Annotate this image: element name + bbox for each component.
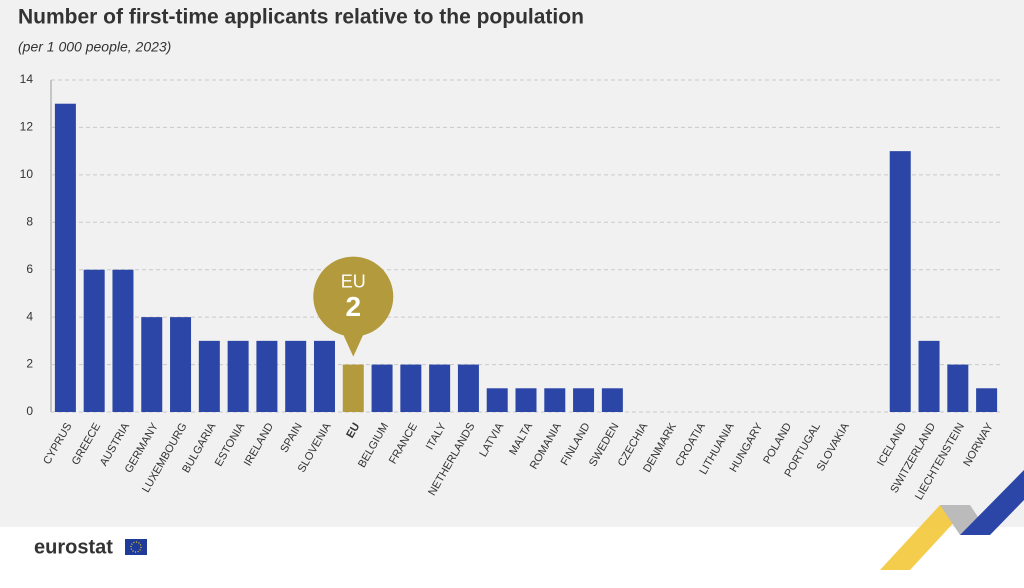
bar xyxy=(371,364,393,412)
y-tick-label: 14 xyxy=(20,72,34,86)
chart-subtitle: (per 1 000 people, 2023) xyxy=(18,39,171,55)
bar xyxy=(112,269,134,412)
bar xyxy=(256,340,278,412)
bar xyxy=(486,388,508,412)
callout-bubble xyxy=(313,256,394,337)
bar xyxy=(918,340,940,412)
bar xyxy=(889,151,911,412)
bar xyxy=(573,388,595,412)
background xyxy=(0,0,1024,527)
callout-label: EU xyxy=(341,271,366,291)
y-tick-label: 0 xyxy=(26,404,33,418)
value-label: 2 xyxy=(345,291,361,322)
bar xyxy=(170,317,192,412)
y-tick-label: 12 xyxy=(20,120,34,134)
decoration xyxy=(880,470,1024,570)
y-tick-label: 6 xyxy=(26,262,33,276)
bar xyxy=(83,269,105,412)
bar xyxy=(141,317,163,412)
bar xyxy=(976,388,998,412)
bar xyxy=(342,364,364,412)
y-tick-label: 10 xyxy=(20,167,34,181)
bar xyxy=(285,340,307,412)
bar xyxy=(601,388,623,412)
callout-bubble xyxy=(343,334,364,357)
brand: eurostat xyxy=(34,536,113,558)
bar xyxy=(457,364,479,412)
bar xyxy=(227,340,249,412)
bar xyxy=(54,103,76,412)
bar xyxy=(313,340,335,412)
y-tick-label: 2 xyxy=(26,357,33,371)
eu-flag xyxy=(125,539,147,555)
bar xyxy=(947,364,969,412)
bar xyxy=(544,388,566,412)
chart-title: Number of first-time applicants relative… xyxy=(18,6,584,29)
bar xyxy=(429,364,451,412)
bar xyxy=(400,364,422,412)
y-tick-label: 4 xyxy=(26,309,33,323)
bar xyxy=(515,388,537,412)
bar xyxy=(198,340,220,412)
y-tick-label: 8 xyxy=(26,214,33,228)
